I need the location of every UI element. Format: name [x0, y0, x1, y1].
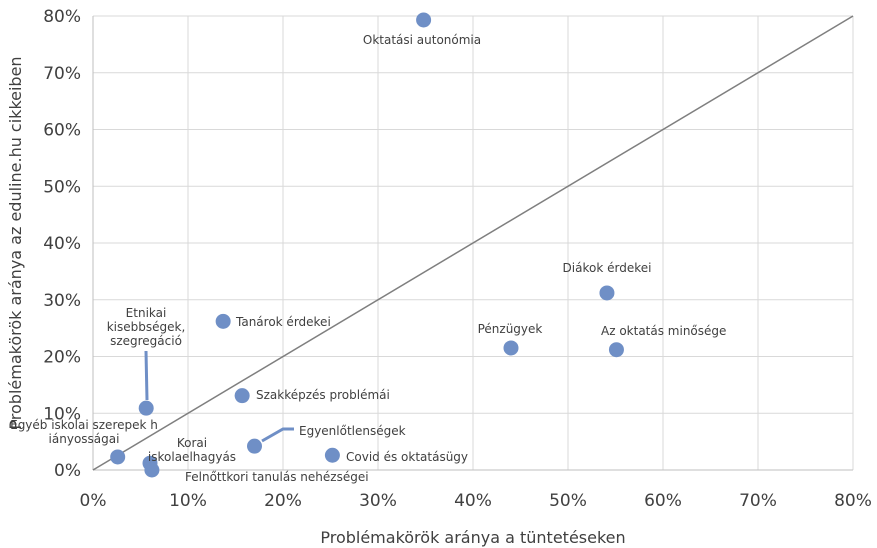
point-label: Covid és oktatásügy	[346, 450, 468, 464]
y-tick-label: 70%	[43, 64, 81, 84]
point-label: Az oktatás minősége	[601, 324, 726, 338]
scatter-point	[247, 438, 262, 454]
scatter-point	[599, 285, 615, 301]
data-labels: Oktatási autonómia Diákok érdekei Tanárok …	[10, 33, 726, 484]
x-tick-label: 20%	[264, 491, 302, 511]
x-tick-label: 0%	[80, 491, 107, 511]
scatter-point	[234, 388, 250, 404]
point-label: Pénzügyek	[478, 322, 543, 336]
point-label: Egyenlőtlenségek	[299, 424, 406, 438]
point-label: Szakképzés problémái	[256, 388, 390, 402]
y-tick-label: 10%	[43, 404, 81, 424]
x-tick-label: 50%	[549, 491, 587, 511]
y-tick-labels: 0% 10% 20% 30% 40% 50% 60% 70% 80%	[43, 7, 81, 481]
y-tick-label: 0%	[54, 461, 81, 481]
scatter-point	[144, 462, 160, 478]
point-label: Etnikai kisebbségek, szegregáció	[107, 306, 186, 348]
diagonal-reference-line	[92, 15, 854, 471]
point-label: Felnőttkori tanulás nehézségei	[185, 470, 369, 484]
x-tick-label: 60%	[644, 491, 682, 511]
y-tick-label: 20%	[43, 348, 81, 368]
point-label: Oktatási autonómia	[363, 33, 481, 47]
x-tick-label: 10%	[169, 491, 207, 511]
scatter-point	[324, 447, 340, 463]
scatter-point	[608, 342, 624, 358]
scatter-point	[138, 400, 154, 416]
leader-line	[144, 350, 149, 401]
scatter-point	[503, 340, 519, 356]
scatter-point	[416, 12, 432, 28]
leader-line	[261, 427, 294, 443]
label-leader-lines	[144, 350, 294, 443]
x-tick-label: 40%	[454, 491, 492, 511]
y-axis-title: Problémakörök aránya az eduline.hu cikke…	[6, 56, 25, 429]
scatter-point	[215, 313, 231, 329]
point-label: Tanárok érdekei	[235, 315, 331, 329]
y-tick-label: 40%	[43, 234, 81, 254]
x-tick-labels: 0% 10% 20% 30% 40% 50% 60% 70% 80%	[80, 491, 872, 511]
y-tick-label: 50%	[43, 177, 81, 197]
x-tick-label: 30%	[359, 491, 397, 511]
x-tick-label: 80%	[834, 491, 872, 511]
scatter-point	[110, 449, 126, 465]
axes	[92, 16, 853, 471]
point-label: Korai iskolaelhagyás	[148, 436, 236, 464]
y-tick-label: 30%	[43, 291, 81, 311]
y-tick-label: 80%	[43, 7, 81, 27]
point-label: Diákok érdekei	[563, 261, 652, 275]
x-tick-label: 70%	[739, 491, 777, 511]
point-label: Egyéb iskolai szerepek h iányosságai	[10, 418, 158, 446]
data-points	[110, 12, 624, 478]
x-axis-title: Problémakörök aránya a tüntetéseken	[320, 528, 625, 547]
y-tick-label: 60%	[43, 121, 81, 141]
